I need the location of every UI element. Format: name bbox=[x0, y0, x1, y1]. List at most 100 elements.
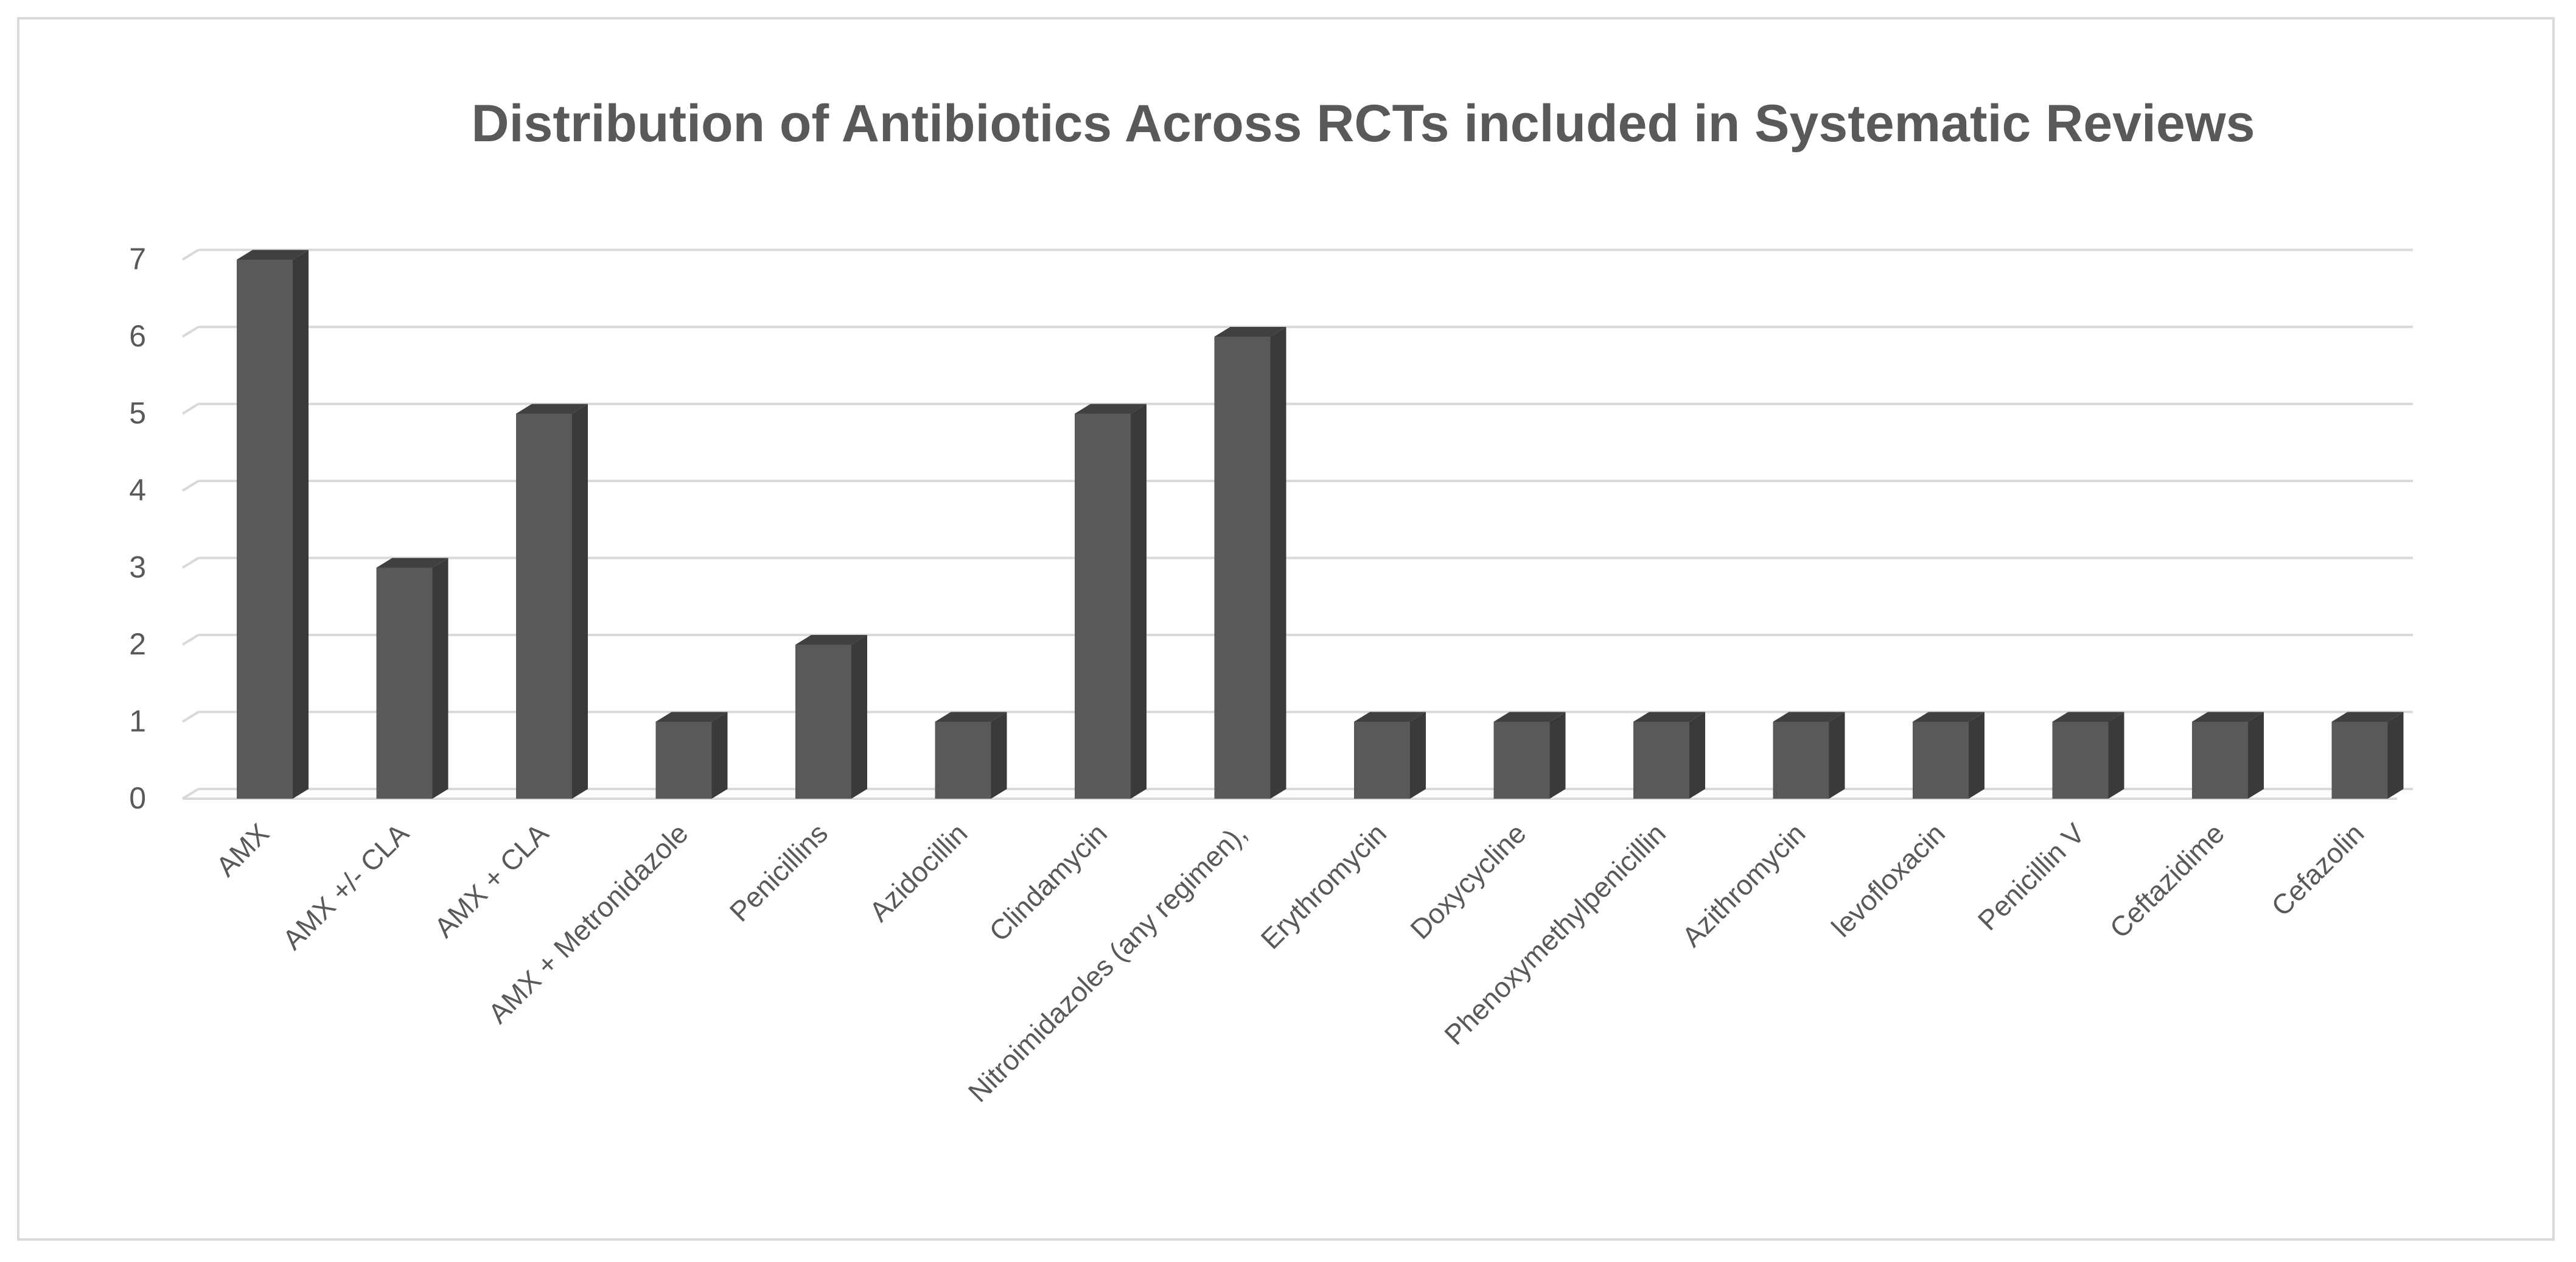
bar-side bbox=[2248, 712, 2264, 799]
x-tick-label: AMX +/- CLA bbox=[276, 817, 415, 956]
bar-top bbox=[2052, 712, 2124, 722]
bar-front bbox=[1773, 721, 1829, 799]
bar bbox=[1913, 712, 1984, 799]
x-tick-label: Phenoxymethylpenicillin bbox=[1438, 817, 1672, 1051]
bar-top bbox=[1354, 712, 1426, 722]
x-tick-label: Doxycycline bbox=[1404, 817, 1532, 945]
y-tick-label: 1 bbox=[129, 704, 146, 738]
bar bbox=[795, 635, 867, 799]
x-tick-label: Penicillin V bbox=[1972, 817, 2091, 936]
bar-front bbox=[1913, 721, 1969, 799]
chart-title: Distribution of Antibiotics Across RCTs … bbox=[472, 94, 2255, 153]
x-tick-label: Penicillins bbox=[724, 817, 834, 927]
bar bbox=[1214, 327, 1286, 799]
bar bbox=[935, 712, 1007, 799]
bar-front bbox=[376, 567, 433, 799]
bar bbox=[1354, 712, 1426, 799]
x-tick-label: AMX bbox=[210, 817, 275, 882]
gridline-depth bbox=[181, 480, 200, 492]
bar-front bbox=[2052, 721, 2109, 799]
gridline-depth bbox=[181, 634, 200, 646]
bar bbox=[1633, 712, 1705, 799]
x-tick-label: AMX + CLA bbox=[428, 817, 554, 944]
bar-top bbox=[516, 404, 588, 414]
y-tick-label: 0 bbox=[129, 781, 146, 815]
x-tick-label: Clindamycin bbox=[983, 817, 1113, 947]
bar-front bbox=[2331, 721, 2388, 799]
bar bbox=[237, 250, 309, 799]
bar-side bbox=[1270, 327, 1286, 799]
bar-top bbox=[1913, 712, 1984, 722]
bar-front bbox=[795, 645, 851, 799]
bar-side bbox=[991, 712, 1007, 799]
bar-top bbox=[655, 712, 728, 722]
bar bbox=[1075, 404, 1147, 799]
bar-top bbox=[2331, 712, 2404, 722]
y-axis-ticks: 0 1 2 3 4 5 6 7 bbox=[129, 242, 146, 816]
bar-side bbox=[1689, 712, 1705, 799]
bars bbox=[237, 250, 2404, 799]
gridline-depth bbox=[181, 402, 200, 415]
x-tick-label: Nitroimidazoles (any regimen), bbox=[962, 817, 1253, 1108]
bar-top bbox=[2192, 712, 2264, 722]
gridline-depth bbox=[181, 248, 200, 261]
gridline-depth bbox=[181, 788, 200, 800]
gridline-depth bbox=[181, 556, 200, 569]
y-tick-label: 7 bbox=[129, 242, 146, 276]
bar-side bbox=[432, 558, 449, 799]
bar-side bbox=[2108, 712, 2124, 799]
bar-front bbox=[1075, 413, 1131, 799]
bar-side bbox=[1969, 712, 1984, 799]
gridline-depth bbox=[181, 326, 200, 338]
bar bbox=[2331, 712, 2404, 799]
bar-side bbox=[572, 404, 588, 799]
bar bbox=[655, 712, 728, 799]
bar-side bbox=[1131, 404, 1147, 799]
bar bbox=[376, 558, 449, 799]
bar-side bbox=[2387, 712, 2404, 799]
x-tick-label: Azidocillin bbox=[863, 817, 973, 927]
bar-side bbox=[851, 635, 867, 799]
bar-top bbox=[237, 250, 309, 260]
y-tick-label: 6 bbox=[129, 319, 146, 353]
bar-front bbox=[237, 259, 293, 799]
bar bbox=[516, 404, 588, 799]
x-tick-label: Azithromycin bbox=[1676, 817, 1812, 953]
bar-front bbox=[2192, 721, 2248, 799]
bar-top bbox=[1773, 712, 1845, 722]
bar-top bbox=[1214, 327, 1286, 337]
bar-top bbox=[376, 558, 449, 568]
bar-top bbox=[1493, 712, 1566, 722]
bar-front bbox=[1214, 337, 1271, 799]
x-tick-label: Erythromycin bbox=[1255, 817, 1393, 955]
bar-top bbox=[1075, 404, 1147, 414]
bar-front bbox=[1493, 721, 1550, 799]
bar bbox=[2192, 712, 2264, 799]
bar bbox=[1773, 712, 1845, 799]
x-tick-label: levofloxacin bbox=[1825, 817, 1951, 943]
bar-top bbox=[935, 712, 1007, 722]
bar-front bbox=[516, 413, 572, 799]
bar bbox=[1493, 712, 1566, 799]
bar-side bbox=[1410, 712, 1426, 799]
bar-front bbox=[655, 721, 712, 799]
y-tick-label: 2 bbox=[129, 627, 146, 661]
bar-side bbox=[711, 712, 728, 799]
y-tick-label: 5 bbox=[129, 396, 146, 430]
y-tick-label: 4 bbox=[129, 473, 146, 507]
x-tick-label: Ceftazidime bbox=[2104, 817, 2231, 944]
gridline-depth bbox=[181, 710, 200, 723]
bar-front bbox=[1354, 721, 1410, 799]
bar-front bbox=[1633, 721, 1689, 799]
y-tick-label: 3 bbox=[129, 550, 146, 584]
bar-front bbox=[935, 721, 991, 799]
bar-top bbox=[795, 635, 867, 645]
bar bbox=[2052, 712, 2124, 799]
bar-top bbox=[1633, 712, 1705, 722]
bar-side bbox=[1549, 712, 1566, 799]
x-tick-label: Cefazolin bbox=[2265, 817, 2370, 922]
bar-side bbox=[293, 250, 309, 799]
bar-side bbox=[1829, 712, 1845, 799]
